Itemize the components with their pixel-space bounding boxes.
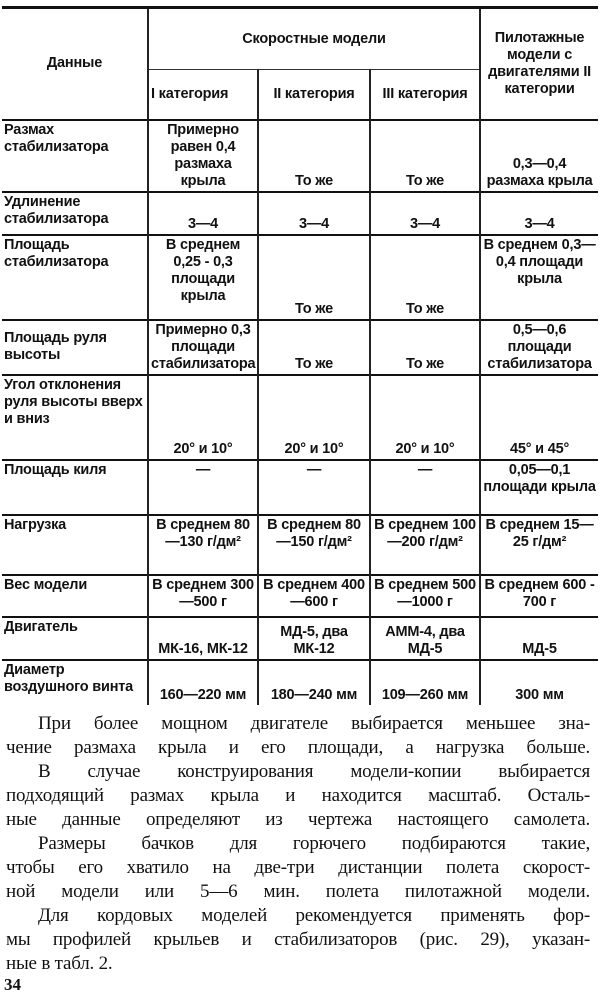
- cell: МД-5, два МК-12: [257, 616, 370, 660]
- body-text: При более мощном двигателе выбирается ме…: [6, 712, 590, 976]
- cell: 0,3—0,4 размаха крыла: [479, 119, 599, 192]
- cell: 160—220 мм: [147, 659, 258, 705]
- row-label: Диаметр воздушного винта: [4, 661, 134, 695]
- text-line: Размеры бачков для горючего подбираются …: [38, 833, 590, 854]
- text-line: мы профилей крыльев и стабилизаторов (ри…: [6, 929, 590, 950]
- header-cat2: II категория: [257, 69, 370, 120]
- text-line: чтобы его хватило на две-три дистанции п…: [6, 857, 590, 878]
- cell: —: [368, 459, 481, 515]
- row-label: Площадь руля высоты: [4, 330, 107, 363]
- row-label: Площадь киля: [4, 461, 107, 478]
- table-row: Удлинение стабилизатора 3—4 3—4 3—4 3—4: [2, 191, 599, 235]
- header-speed-models: Скоростные модели: [146, 7, 481, 70]
- cell: В среднем 500—1000 г: [368, 574, 481, 617]
- table-row: Диаметр воздушного винта 160—220 мм 180—…: [2, 659, 599, 705]
- cell: В среднем 80—150 г/дм²: [257, 514, 370, 575]
- table-row: Размах стабилизатора Примерно равен 0,4 …: [2, 119, 599, 192]
- cell: —: [257, 459, 370, 515]
- cell: То же: [368, 319, 481, 375]
- text-line: ные данные определяют из чертежа настоящ…: [6, 809, 590, 830]
- cell: МД-5: [479, 616, 599, 660]
- cell: 3—4: [257, 191, 370, 235]
- table-row: Площадь руля высоты Примерно 0,3 площади…: [2, 319, 599, 375]
- cell: 109—260 мм: [368, 659, 481, 705]
- cell: То же: [257, 119, 370, 192]
- header-aerobatic-models: Пилотажные модели с двигателями II катег…: [479, 7, 599, 120]
- table-row: Угол отклонения руля высоты вверх и вниз…: [2, 374, 599, 460]
- cell: То же: [368, 119, 481, 192]
- cell: 45° и 45°: [479, 374, 599, 460]
- table-row: Площадь киля — — — 0,05—0,1 площади крыл…: [2, 459, 599, 515]
- cell: 20° и 10°: [147, 374, 258, 460]
- text-line: подходящий размах крыла и находится масш…: [6, 785, 590, 806]
- text-line: чение размаха крыла и его площади, а наг…: [6, 737, 590, 758]
- cell: 3—4: [147, 191, 258, 235]
- cell: МК-16, МК-12: [147, 616, 258, 660]
- row-label: Двигатель: [4, 618, 78, 635]
- cell: В среднем 300—500 г: [147, 574, 258, 617]
- model-parameters-table: Данные Скоростные модели Пилотажные моде…: [2, 6, 599, 705]
- table-row: Двигатель МК-16, МК-12 МД-5, два МК-12 А…: [2, 616, 599, 660]
- cell: 0,5—0,6 площади стабилизатора: [479, 319, 599, 375]
- cell: 3—4: [368, 191, 481, 235]
- cell: АММ-4, два МД-5: [368, 616, 481, 660]
- cell: 20° и 10°: [257, 374, 370, 460]
- text-line: ной модели или 5—6 мин. полета пилотажно…: [6, 881, 590, 902]
- cell: Примерно равен 0,4 размаха крыла: [147, 119, 258, 192]
- cell: В среднем 0,3—0,4 площади крыла: [479, 234, 599, 320]
- cell: В среднем 0,25 - 0,3 площади крыла: [147, 234, 258, 320]
- table-row: Площадь стабилизатора В среднем 0,25 - 0…: [2, 234, 599, 320]
- cell: В среднем 600 - 700 г: [479, 574, 599, 617]
- cell: 300 мм: [479, 659, 599, 705]
- cell: —: [147, 459, 258, 515]
- cell: 20° и 10°: [368, 374, 481, 460]
- row-label: Удлинение стабилизатора: [4, 193, 109, 227]
- cell: В среднем 15—25 г/дм²: [479, 514, 599, 575]
- cell: В среднем 400—600 г: [257, 574, 370, 617]
- cell: В среднем 80—130 г/дм²: [147, 514, 258, 575]
- text-line: Для кордовых моделей рекомендуется приме…: [38, 905, 590, 926]
- cell: 3—4: [479, 191, 599, 235]
- cell: Примерно 0,3 площади стабилизатора: [147, 319, 258, 375]
- header-cat1: I категория: [147, 69, 258, 120]
- cell: В среднем 100—200 г/дм²: [368, 514, 481, 575]
- row-label: Угол отклонения руля высоты вверх и вниз: [4, 376, 143, 427]
- cell: 0,05—0,1 площади крыла: [479, 459, 599, 515]
- cell: То же: [368, 234, 481, 320]
- header-data: Данные: [46, 55, 103, 72]
- cell: То же: [257, 234, 370, 320]
- table-row: Нагрузка В среднем 80—130 г/дм² В средне…: [2, 514, 599, 575]
- text-line: При более мощном двигателе выбирается ме…: [38, 713, 590, 734]
- row-label: Нагрузка: [4, 516, 67, 533]
- page-number: 34: [4, 975, 21, 994]
- cell: 180—240 мм: [257, 659, 370, 705]
- cell: То же: [257, 319, 370, 375]
- text-line: ные в табл. 2.: [6, 953, 113, 974]
- row-label: Площадь стабилизатора: [4, 236, 109, 270]
- header-cat3: III категория: [368, 69, 481, 120]
- row-label: Размах стабилизатора: [4, 121, 109, 155]
- row-label: Вес модели: [4, 576, 88, 593]
- table-row: Вес модели В среднем 300—500 г В среднем…: [2, 574, 599, 617]
- text-line: В случае конструирования модели-копии вы…: [38, 761, 590, 782]
